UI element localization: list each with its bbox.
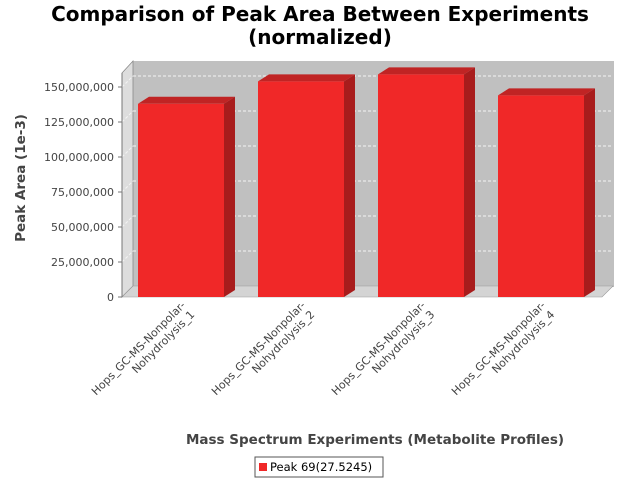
- y-tick-label: 50,000,000: [51, 221, 114, 234]
- y-axis: 0 25,000,000 50,000,000 75,000,000 100,000,0…: [44, 81, 122, 304]
- bar: [498, 88, 595, 298]
- x-category-label-line: Hops_GC-MS-Nonpolar-: [329, 299, 428, 398]
- bar-top: [138, 96, 235, 104]
- bars: [138, 67, 595, 298]
- x-axis-label: Mass Spectrum Experiments (Metabolite Pr…: [186, 432, 564, 448]
- legend: Peak 69(27.5245): [254, 456, 384, 478]
- bar-top: [498, 88, 595, 96]
- bar-front: [138, 103, 224, 297]
- chart-title-line-2: (normalized): [248, 25, 392, 49]
- y-axis-label: Peak Area (1e-3): [13, 114, 29, 242]
- bar-top: [378, 67, 475, 75]
- plot-left-wall: [121, 59, 134, 298]
- y-tick-label: 125,000,000: [44, 116, 114, 129]
- bar-front: [378, 74, 464, 298]
- y-tick-label: 100,000,000: [44, 151, 114, 164]
- bar: [258, 74, 355, 298]
- y-tick-label: 75,000,000: [51, 186, 114, 199]
- gridline-wall: [121, 250, 134, 263]
- gridline-wall: [121, 145, 134, 158]
- gridline-wall: [121, 215, 134, 228]
- bar-front: [258, 81, 344, 298]
- y-tick-label: 0: [107, 291, 114, 304]
- gridline-wall: [121, 180, 134, 193]
- bar: [378, 67, 475, 298]
- legend-box: [254, 456, 384, 478]
- x-category-label: Hops_GC-MS-Nonpolar-Nohydrolysis_1: [89, 299, 197, 407]
- x-category-label-line: Hops_GC-MS-Nonpolar-: [449, 299, 548, 398]
- y-tick-label: 25,000,000: [51, 256, 114, 269]
- legend-label: Peak 69(27.5245): [270, 460, 372, 474]
- bar-side: [224, 96, 235, 297]
- x-category-label: Hops_GC-MS-Nonpolar-Nohydrolysis_4: [449, 299, 557, 407]
- bar-side: [464, 67, 475, 298]
- y-tick-label: 150,000,000: [44, 81, 114, 94]
- gridline-wall: [121, 75, 134, 88]
- bar: [138, 96, 235, 297]
- bar-side: [344, 74, 355, 298]
- bar-side: [584, 88, 595, 298]
- gridline-wall: [121, 110, 134, 123]
- chart-title: Comparison of Peak Area Between Experime…: [51, 2, 589, 49]
- bar-front: [498, 95, 584, 298]
- chart-title-line-1: Comparison of Peak Area Between Experime…: [51, 2, 589, 26]
- x-category-label-line: Hops_GC-MS-Nonpolar-: [209, 299, 308, 398]
- x-category-label: Hops_GC-MS-Nonpolar-Nohydrolysis_3: [329, 299, 437, 407]
- bar-top: [258, 74, 355, 82]
- legend-swatch: [259, 463, 267, 471]
- x-category-label-line: Hops_GC-MS-Nonpolar-: [89, 299, 188, 398]
- x-axis: Hops_GC-MS-Nonpolar-Nohydrolysis_1 Hops_G…: [89, 299, 557, 407]
- x-category-label: Hops_GC-MS-Nonpolar-Nohydrolysis_2: [209, 299, 317, 407]
